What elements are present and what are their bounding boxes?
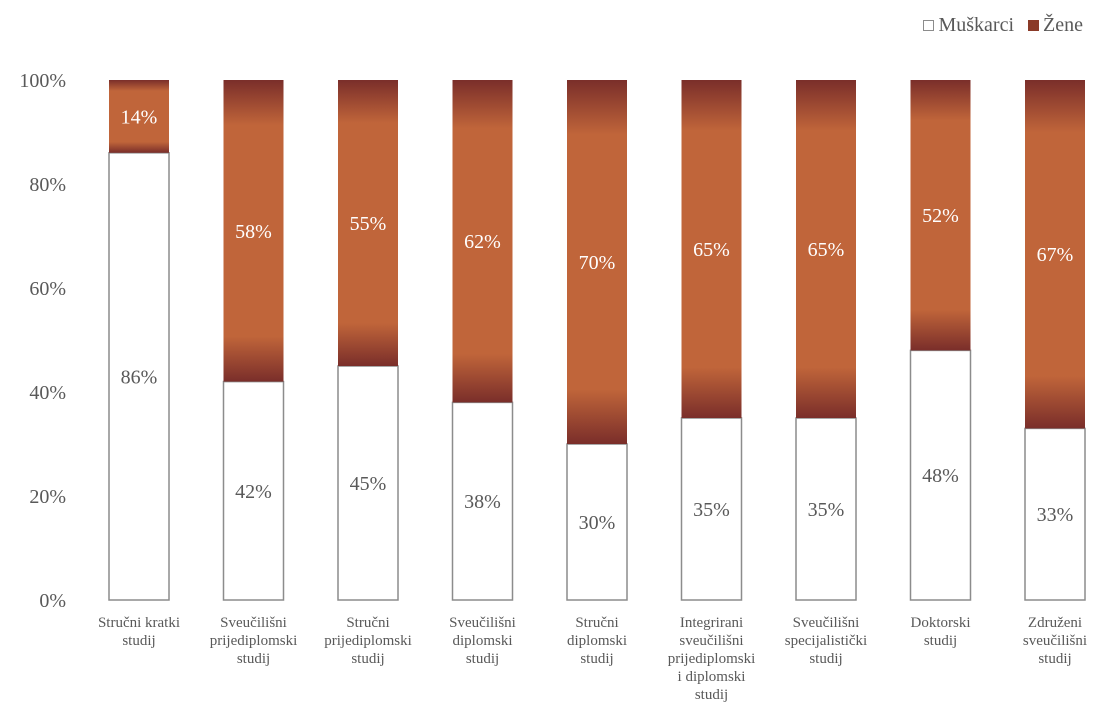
- x-axis: Stručni kratki studij Sveučilišni prijedipl…: [98, 615, 1087, 703]
- x-category-label: Združeni sveučilišni studij: [1023, 615, 1087, 667]
- bar-muskarci: [909, 349, 972, 601]
- data-label-muskarci: 86%: [121, 366, 158, 388]
- bar-muskarci: [1024, 427, 1086, 601]
- x-category-label: Stručni prijediplomski studij: [324, 615, 412, 667]
- data-label-zene: 65%: [693, 239, 730, 261]
- y-tick-label: 60%: [29, 278, 66, 300]
- data-label-muskarci: 48%: [922, 465, 959, 487]
- bars: [108, 80, 1086, 601]
- data-label-muskarci: 30%: [579, 512, 616, 534]
- bar-zene: [223, 80, 284, 382]
- data-label-zene: 14%: [121, 106, 158, 128]
- bar-zene: [1025, 80, 1085, 429]
- data-label-zene: 70%: [579, 252, 616, 274]
- x-category-label: Stručni diplomski studij: [567, 615, 627, 667]
- y-tick-label: 80%: [29, 174, 66, 196]
- data-label-muskarci: 35%: [808, 499, 845, 521]
- data-label-zene: 67%: [1037, 244, 1074, 266]
- x-category-label: Sveučilišni prijediplomski studij: [210, 615, 298, 667]
- bar-zene: [109, 80, 169, 153]
- bar-zene: [452, 80, 513, 403]
- bar-muskarci: [566, 443, 628, 601]
- data-label-muskarci: 33%: [1037, 504, 1074, 526]
- y-tick-label: 0%: [39, 590, 66, 612]
- data-label-zene: 55%: [350, 213, 387, 235]
- x-category-label: Stručni kratki studij: [98, 615, 180, 649]
- y-axis: 0% 20% 40% 60% 80% 100%: [19, 70, 66, 612]
- data-label-muskarci: 35%: [693, 499, 730, 521]
- y-tick-label: 100%: [19, 70, 66, 92]
- data-label-zene: 62%: [464, 231, 501, 253]
- bar-zene: [910, 80, 971, 351]
- legend-item-muskarci: Muškarci: [923, 14, 1014, 37]
- legend-item-zene: Žene: [1028, 14, 1083, 37]
- x-category-label: Sveučilišni specijalistički studij: [785, 615, 867, 667]
- data-label-zene: 52%: [922, 205, 959, 227]
- x-category-label: Sveučilišni diplomski studij: [449, 615, 516, 667]
- legend-swatch-muskarci: [923, 20, 935, 31]
- bar-zene: [796, 80, 856, 418]
- data-labels: 86% 14% 42% 58% 45% 55% 38% 62% 30% 70% 35% 65% 35% 6…: [121, 106, 1074, 534]
- bar-zene: [681, 80, 742, 418]
- data-label-muskarci: 38%: [464, 491, 501, 513]
- data-label-muskarci: 45%: [350, 473, 387, 495]
- x-category-label: Integrirani sveučilišni prijediplomski i di…: [668, 615, 756, 703]
- bar-zene: [338, 80, 398, 366]
- bar-muskarci: [108, 152, 170, 601]
- bar-muskarci: [451, 401, 514, 601]
- legend-swatch-zene: [1028, 20, 1040, 31]
- legend: Muškarci Žene: [923, 14, 1083, 37]
- bar-muskarci: [795, 417, 857, 601]
- x-category-label: Doktorski studij: [911, 615, 971, 649]
- bar-muskarci: [337, 365, 399, 601]
- legend-label-zene: Žene: [1043, 14, 1083, 36]
- data-label-muskarci: 42%: [235, 481, 272, 503]
- data-label-zene: 65%: [808, 239, 845, 261]
- bar-muskarci: [222, 380, 285, 601]
- y-tick-label: 40%: [29, 382, 66, 404]
- bar-zene: [567, 80, 627, 444]
- y-tick-label: 20%: [29, 486, 66, 508]
- legend-label-muskarci: Muškarci: [938, 14, 1015, 36]
- data-label-zene: 58%: [235, 221, 272, 243]
